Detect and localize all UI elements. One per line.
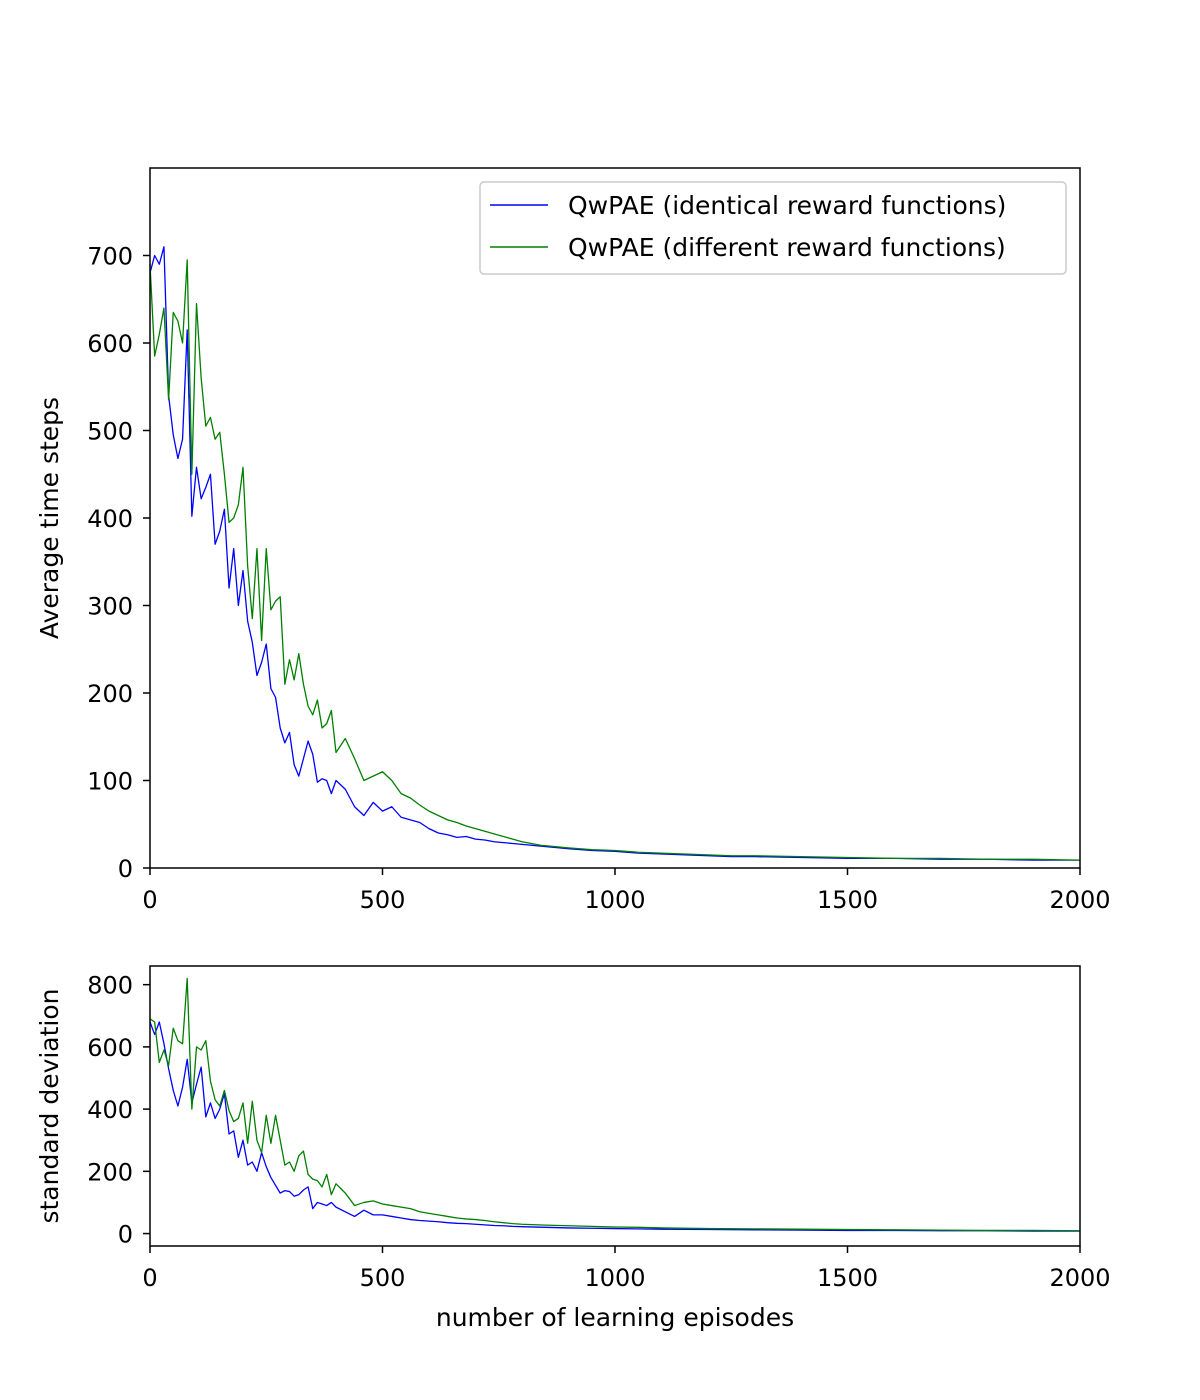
top-axis-ticks: 0 500 1000 1500 2000 0 100 200 300 400 500 600 700	[87, 243, 1110, 915]
legend-label-different: QwPAE (different reward functions)	[568, 233, 1006, 262]
top-y-tick-label: 500	[87, 418, 133, 446]
legend-box	[479, 181, 1067, 275]
top-y-tick-label: 600	[87, 330, 133, 358]
top-y-tick-label: 0	[118, 855, 133, 883]
top-x-tick-label: 500	[360, 886, 406, 914]
top-y-tick-label: 100	[87, 768, 133, 796]
bottom-y-tick-label: 200	[87, 1158, 133, 1186]
top-x-tick-label: 1000	[584, 886, 645, 914]
bottom-y-tick-label: 400	[87, 1096, 133, 1124]
standard-deviation-chart: 0 500 1000 1500 2000 0 200 400 600 800 standard d…	[35, 965, 1111, 1332]
legend-label-identical: QwPAE (identical reward functions)	[568, 191, 1006, 220]
bottom-y-tick-label: 0	[118, 1221, 133, 1249]
top-x-tick-label: 2000	[1049, 886, 1110, 914]
bottom-x-tick-label: 0	[142, 1264, 157, 1292]
average-time-steps-chart: 0 500 1000 1500 2000 0 100 200 300 400 500 600 700 A…	[35, 167, 1111, 915]
top-series-line-identical	[149, 246, 1080, 861]
top-y-tick-label: 700	[87, 243, 133, 271]
top-y-tick-label: 300	[87, 593, 133, 621]
top-series-lines	[149, 246, 1081, 861]
legend: QwPAE (identical reward functions) QwPAE…	[479, 181, 1067, 275]
bottom-y-axis-label: standard deviation	[35, 988, 64, 1223]
bottom-x-tick-label: 1500	[817, 1264, 878, 1292]
bottom-axis-ticks: 0 500 1000 1500 2000 0 200 400 600 800	[87, 972, 1110, 1292]
top-y-tick-label: 200	[87, 680, 133, 708]
bottom-x-tick-label: 500	[360, 1264, 406, 1292]
bottom-series-line-different	[149, 977, 1081, 1232]
top-y-tick-label: 400	[87, 505, 133, 533]
top-y-axis-label: Average time steps	[35, 397, 64, 639]
bottom-y-tick-label: 800	[87, 972, 133, 1000]
bottom-series-line-identical	[149, 1021, 1080, 1232]
bottom-series-lines	[149, 977, 1081, 1232]
bottom-x-tick-label: 2000	[1049, 1264, 1110, 1292]
bottom-x-tick-label: 1000	[584, 1264, 645, 1292]
bottom-x-axis-label: number of learning episodes	[436, 1303, 794, 1332]
top-series-line-different	[149, 259, 1081, 861]
top-x-tick-label: 1500	[817, 886, 878, 914]
bottom-y-tick-label: 600	[87, 1034, 133, 1062]
top-x-tick-label: 0	[142, 886, 157, 914]
